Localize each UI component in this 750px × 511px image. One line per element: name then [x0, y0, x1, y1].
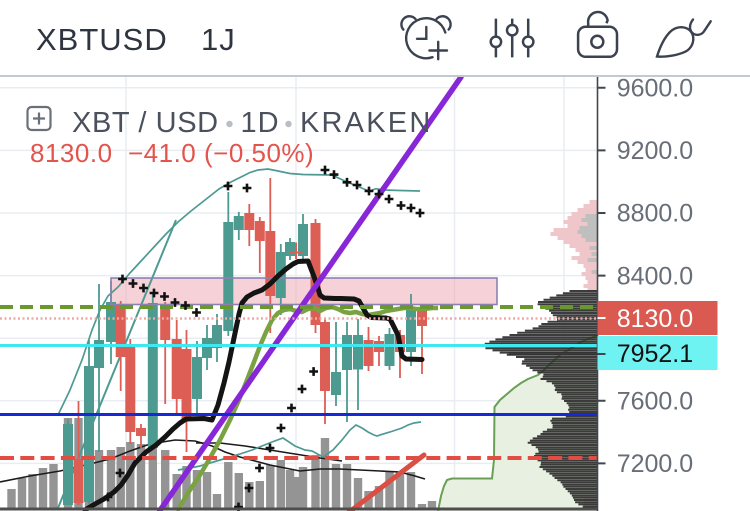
svg-text:1J: 1J	[201, 22, 236, 57]
svg-text:8130.0: 8130.0	[617, 305, 693, 333]
svg-text:9600.0: 9600.0	[617, 75, 693, 103]
svg-text:KRAKEN: KRAKEN	[300, 107, 432, 139]
svg-text:XBT / USD: XBT / USD	[72, 107, 219, 139]
svg-text:8800.0: 8800.0	[617, 200, 693, 228]
svg-text:8400.0: 8400.0	[617, 262, 693, 290]
svg-text:9200.0: 9200.0	[617, 137, 693, 165]
svg-text:7952.1: 7952.1	[617, 340, 693, 368]
svg-text:1D: 1D	[241, 107, 280, 139]
svg-text:7200.0: 7200.0	[617, 450, 693, 478]
svg-text:XBTUSD: XBTUSD	[36, 22, 168, 57]
svg-text:8130.0 −41.0 (−0.50%): 8130.0 −41.0 (−0.50%)	[30, 138, 314, 168]
svg-text:7600.0: 7600.0	[617, 388, 693, 416]
